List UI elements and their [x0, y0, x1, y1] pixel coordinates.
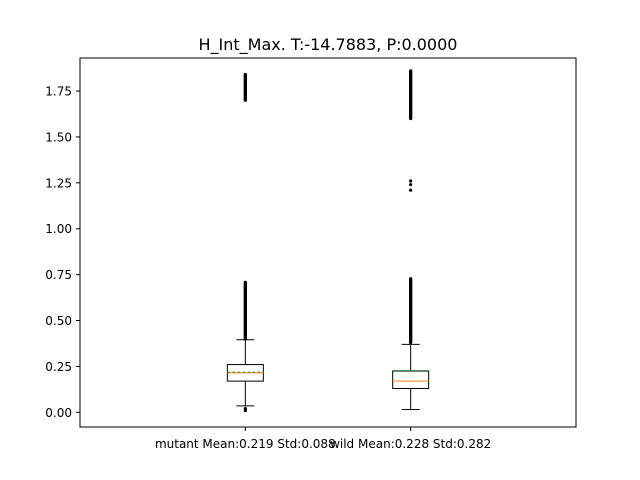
y-tick-label: 0.75	[45, 268, 72, 282]
outlier-point	[409, 183, 413, 187]
outlier-point	[409, 69, 413, 73]
box-iqr	[392, 370, 430, 389]
outlier-point	[409, 188, 413, 192]
y-tick-label: 0.00	[45, 406, 72, 420]
x-tick-label: mutant Mean:0.219 Std:0.088	[155, 437, 336, 451]
outlier-point	[243, 72, 247, 77]
plot-area: 0.00 0.25 0.50 0.75 1.00 1.25 1.50 1.75 mutant M…	[45, 69, 491, 451]
y-tick-label: 1.00	[45, 222, 72, 236]
outlier-point	[243, 407, 247, 411]
outlier-point	[243, 280, 247, 284]
y-tick-label: 1.75	[45, 85, 72, 99]
outlier-point	[409, 179, 413, 183]
x-tick-label: wild Mean:0.228 Std:0.282	[330, 437, 491, 451]
y-tick-label: 0.50	[45, 314, 72, 328]
chart-title: H_Int_Max. T:-14.7883, P:0.0000	[199, 35, 458, 55]
y-tick-label: 1.50	[45, 130, 72, 144]
y-tick-label: 1.25	[45, 176, 72, 190]
y-tick-label: 0.25	[45, 360, 72, 374]
outlier-point	[409, 277, 413, 281]
axes-frame	[79, 57, 577, 428]
